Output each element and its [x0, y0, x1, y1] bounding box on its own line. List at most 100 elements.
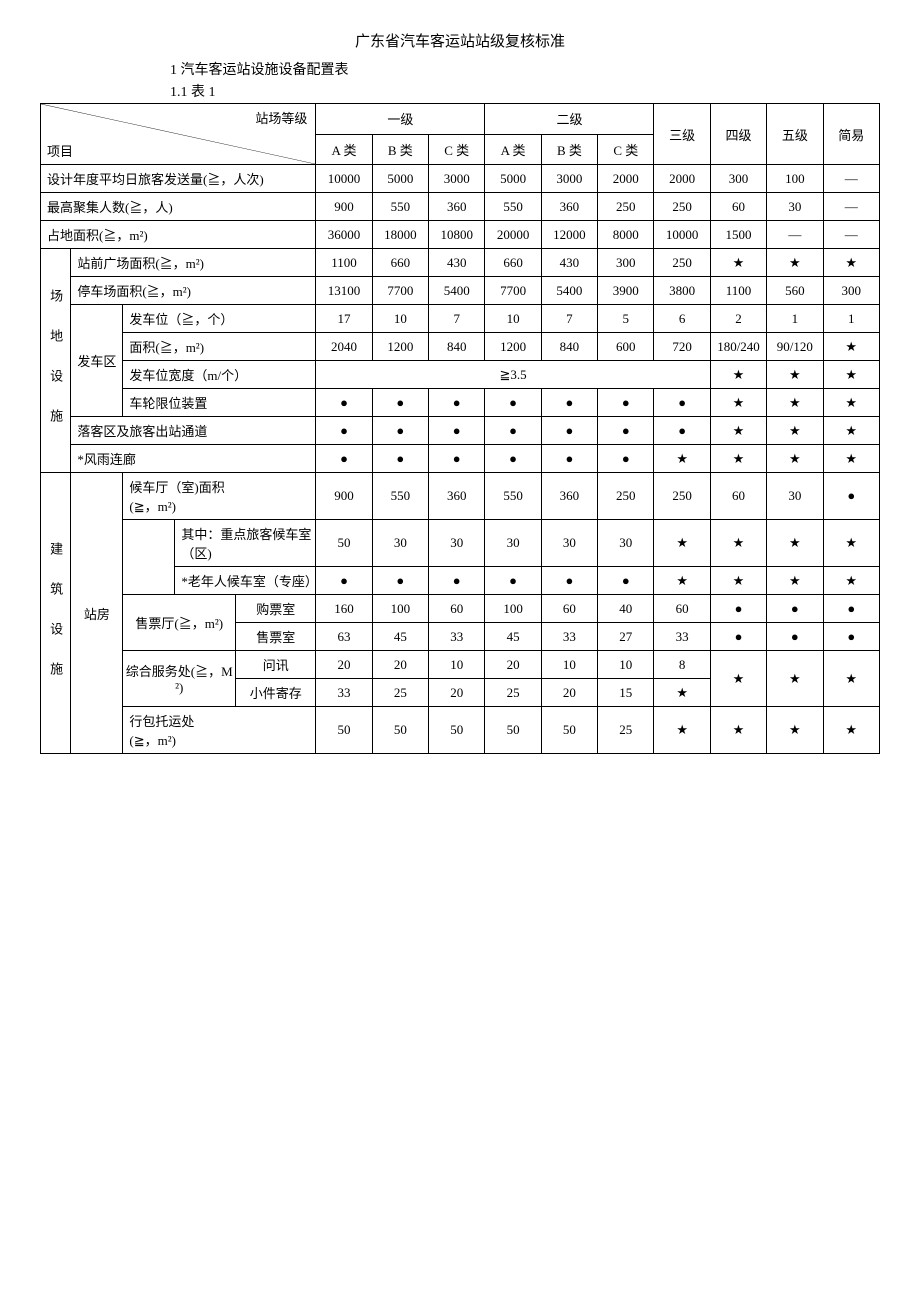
c: ●	[485, 389, 541, 417]
lbl-r12: 候车厅（室)面积 (≧，m²)	[123, 473, 316, 520]
c: ●	[316, 445, 372, 473]
c: 20	[429, 679, 485, 707]
c: ★	[767, 707, 823, 754]
c: 20	[485, 651, 541, 679]
c: 30	[598, 520, 654, 567]
lbl-fcq: 发车区	[71, 305, 123, 417]
spacer	[123, 520, 175, 595]
c: 20	[541, 679, 597, 707]
row-r13: 其中：重点旅客候车室（区) 503030303030★★★★	[41, 520, 880, 567]
c: 560	[767, 277, 823, 305]
c: ●	[598, 445, 654, 473]
c: 27	[598, 623, 654, 651]
lbl-r10: 落客区及旅客出站通道	[71, 417, 316, 445]
c: 2000	[598, 165, 654, 193]
c: ★	[823, 249, 879, 277]
hdr-2a: A 类	[485, 134, 541, 165]
c: ●	[598, 389, 654, 417]
hdr-top: 站场等级	[255, 108, 307, 127]
c: ●	[372, 389, 428, 417]
hdr-bot: 项目	[47, 141, 73, 160]
c: 25	[598, 707, 654, 754]
c: 840	[541, 333, 597, 361]
hdr-l4: 四级	[710, 104, 766, 165]
lbl-spt: 售票厅(≧，m²)	[123, 595, 236, 651]
c: 25	[485, 679, 541, 707]
c: 60	[541, 595, 597, 623]
c: ●	[372, 417, 428, 445]
c: ●	[710, 595, 766, 623]
c: ●	[823, 473, 879, 520]
c: 13100	[316, 277, 372, 305]
c: ●	[767, 623, 823, 651]
lbl-r4: 站前广场面积(≧，m²)	[71, 249, 316, 277]
c: ●	[372, 445, 428, 473]
c: 30	[485, 520, 541, 567]
c: ●	[541, 389, 597, 417]
c: 30	[541, 520, 597, 567]
c: ★	[823, 707, 879, 754]
c: 1	[767, 305, 823, 333]
c: 160	[316, 595, 372, 623]
row-r6: 发车区 发车位（≧，个） 1710710756211	[41, 305, 880, 333]
c: 10	[429, 651, 485, 679]
c: 30	[372, 520, 428, 567]
c: 8	[654, 651, 710, 679]
c: ●	[541, 417, 597, 445]
lbl-r2: 最高聚集人数(≧，人)	[41, 193, 316, 221]
hdr-l1: 一级	[316, 104, 485, 135]
row-r15: 售票厅(≧，m²) 购票室 16010060100604060●●●	[41, 595, 880, 623]
row-r8: 发车位宽度（m/个） ≧3.5 ★★★	[41, 361, 880, 389]
c: 1100	[316, 249, 372, 277]
c: ★	[710, 520, 766, 567]
doc-title: 广东省汽车客运站站级复核标准	[40, 30, 880, 51]
c: 33	[316, 679, 372, 707]
c: 30	[429, 520, 485, 567]
lbl-r8: 发车位宽度（m/个）	[123, 361, 316, 389]
c: ★	[823, 445, 879, 473]
c: 63	[316, 623, 372, 651]
c: 100	[485, 595, 541, 623]
hdr-1a: A 类	[316, 134, 372, 165]
c: ●	[316, 389, 372, 417]
c: ●	[429, 445, 485, 473]
lbl-zf: 站房	[71, 473, 123, 754]
c: 250	[654, 249, 710, 277]
c: ★	[654, 445, 710, 473]
c: 50	[372, 707, 428, 754]
c: ●	[823, 623, 879, 651]
c: ●	[541, 567, 597, 595]
hdr-l3: 三级	[654, 104, 710, 165]
c: ★	[710, 567, 766, 595]
lbl-r7: 面积(≧，m²)	[123, 333, 316, 361]
c: ★	[710, 651, 766, 707]
c: 10000	[654, 221, 710, 249]
c: ★	[710, 361, 766, 389]
c: ●	[767, 595, 823, 623]
c: 5000	[485, 165, 541, 193]
c: ★	[767, 651, 823, 707]
hdr-l5: 五级	[767, 104, 823, 165]
c: 5000	[372, 165, 428, 193]
c: 90/120	[767, 333, 823, 361]
c: 50	[541, 707, 597, 754]
c: 50	[485, 707, 541, 754]
c: 1	[823, 305, 879, 333]
c: 12000	[541, 221, 597, 249]
c: 10	[598, 651, 654, 679]
c: ●	[485, 445, 541, 473]
c: 50	[316, 520, 372, 567]
c: ★	[710, 417, 766, 445]
c: 180/240	[710, 333, 766, 361]
c: 36000	[316, 221, 372, 249]
c: ●	[823, 595, 879, 623]
c: ★	[710, 249, 766, 277]
hdr-2c: C 类	[598, 134, 654, 165]
c: ★	[823, 417, 879, 445]
c: 3900	[598, 277, 654, 305]
c: 3000	[429, 165, 485, 193]
c: ★	[823, 651, 879, 707]
row-r12: 建 筑 设 施 站房 候车厅（室)面积 (≧，m²) 9005503605503…	[41, 473, 880, 520]
c: ★	[654, 679, 710, 707]
c: ★	[767, 361, 823, 389]
